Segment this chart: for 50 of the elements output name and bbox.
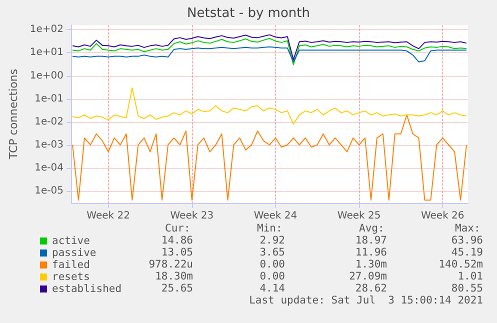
line-series: [72, 46, 468, 62]
text: Avg:: [359, 222, 384, 234]
text: Min:: [257, 222, 282, 234]
y-axis-title: TCP connections: [7, 68, 20, 160]
legend-label: active: [52, 235, 90, 247]
x-tick-label: Week 25: [337, 210, 381, 222]
y-tick-label: 1e+01: [30, 47, 64, 58]
text: Max:: [455, 222, 480, 234]
text: 63.96: [451, 234, 483, 246]
text: 2.92: [260, 234, 285, 246]
text: 45.19: [451, 246, 483, 258]
line-series: [72, 114, 468, 201]
legend-label: failed: [52, 259, 90, 271]
text: 27.09m: [349, 270, 387, 282]
y-tick-label: 1e-03: [34, 139, 64, 150]
text: Last update: Sat Jul 3 15:00:14 2021: [249, 294, 483, 306]
legend-label: passive: [52, 247, 96, 259]
text: 18.97: [355, 234, 387, 246]
y-tick-label: 1e-05: [34, 185, 64, 196]
y-tick-label: 1e+02: [30, 24, 64, 36]
x-tick-label: Week 22: [86, 210, 130, 222]
y-tick-label: 1e+00: [30, 70, 64, 82]
text: Cur:: [165, 222, 190, 234]
text: 18.30m: [155, 270, 193, 282]
legend-label: resets: [52, 271, 90, 283]
text: 0.00: [260, 270, 285, 282]
text: 25.65: [161, 282, 193, 294]
text: 80.55: [451, 282, 483, 294]
text: 978.22u: [148, 258, 193, 270]
chart-title: Netstat - by month: [187, 6, 310, 21]
text: 1.30m: [355, 258, 387, 270]
text: 1.01: [458, 270, 483, 282]
y-tick-label: 1e-02: [34, 116, 64, 128]
y-tick-label: 1e-01: [34, 93, 64, 104]
x-tick-label: Week 23: [170, 210, 214, 222]
line-series: [72, 38, 468, 66]
text: 4.14: [260, 282, 285, 294]
text: 28.62: [355, 282, 387, 294]
legend-label: established: [52, 283, 122, 295]
text: 0.00: [260, 258, 285, 270]
text: 13.05: [161, 246, 193, 258]
text: 14.86: [161, 234, 193, 246]
text: 11.96: [355, 246, 387, 258]
x-tick-label: Week 24: [254, 210, 298, 222]
text: 140.52m: [438, 258, 483, 270]
x-tick-label: Week 26: [420, 210, 464, 222]
y-tick-label: 1e-04: [34, 162, 64, 174]
text: 3.65: [260, 246, 285, 258]
line-series: [72, 34, 468, 60]
line-series: [72, 87, 468, 125]
